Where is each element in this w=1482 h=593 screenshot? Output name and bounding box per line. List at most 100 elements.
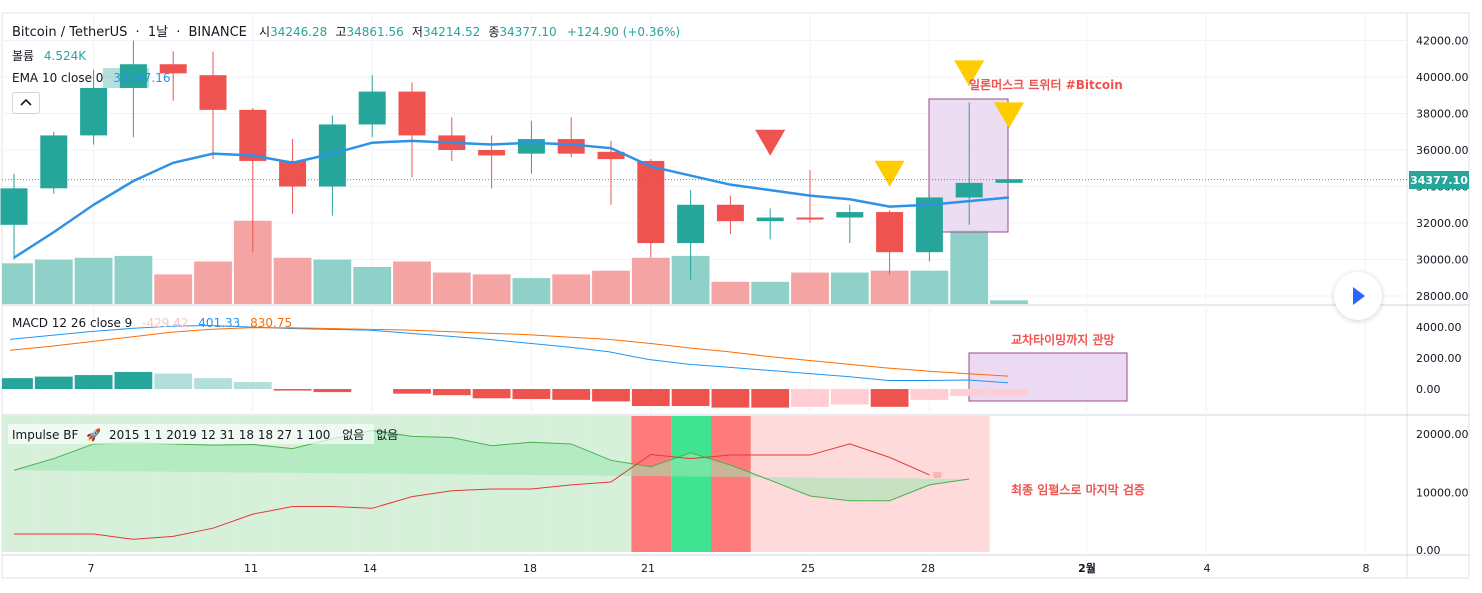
time-tick-label: 4 <box>1204 562 1211 575</box>
volume-bar <box>950 230 989 304</box>
volume-bar <box>432 272 471 304</box>
volume-bar <box>194 261 232 304</box>
volume-bar <box>2 263 33 304</box>
macd-histogram <box>2 371 1028 408</box>
candle-body <box>955 182 983 198</box>
scroll-to-realtime-button[interactable] <box>1334 272 1382 320</box>
macd-hist-bar <box>114 371 153 389</box>
volume-label: 볼륨 <box>12 49 34 63</box>
elon-annotation[interactable]: 일론머스크 트위터 #Bitcoin <box>969 77 1123 92</box>
macd-hist-bar <box>791 389 829 407</box>
candle-body <box>756 217 784 222</box>
price-axis[interactable]: 28000.0030000.0032000.0034000.0036000.00… <box>1416 35 1469 304</box>
open-value: 34246.28 <box>270 25 327 39</box>
volume-bar <box>74 257 113 304</box>
impulse-legend-bg <box>8 424 374 444</box>
candle-body <box>677 204 705 244</box>
collapse-legend-button[interactable] <box>12 92 40 114</box>
candle-body <box>40 135 68 189</box>
price-tick-label: 36000.00 <box>1416 144 1469 157</box>
impulse-end-marker <box>933 471 942 478</box>
symbol-name[interactable]: Bitcoin / TetherUS <box>12 25 127 40</box>
impulse-zone-red <box>631 416 672 552</box>
close-label: 종 <box>488 25 499 39</box>
candle-body <box>279 160 307 187</box>
candle-body <box>478 150 506 156</box>
macd-hist-bar <box>233 382 272 389</box>
signal-markers <box>755 60 1024 187</box>
final-annotation[interactable]: 최종 임펄스로 마지막 검증 <box>1011 482 1145 497</box>
candle-body <box>398 91 426 136</box>
time-tick-label: 7 <box>88 562 95 575</box>
ema-label: EMA 10 close 0 <box>12 71 103 85</box>
high-value: 34861.56 <box>347 25 404 39</box>
time-tick-label: 14 <box>363 562 377 575</box>
impulse-area <box>14 430 970 501</box>
candle-body <box>876 212 904 253</box>
volume-bar <box>114 255 153 304</box>
volume-bar <box>631 257 670 304</box>
time-tick-label: 21 <box>641 562 655 575</box>
macd-line-value: 401.33 <box>198 316 240 330</box>
price-tick-label: 40000.00 <box>1416 71 1469 84</box>
candle-body <box>239 109 267 161</box>
last-price-label: 34377.10 <box>1410 174 1468 187</box>
macd-line <box>9 324 1009 384</box>
macd-legend[interactable]: MACD 12 26 close 9 -429.42 401.33 830.75 <box>12 316 292 330</box>
price-tick-label: 38000.00 <box>1416 108 1469 121</box>
macd-hist-bar <box>154 373 193 389</box>
candle-body <box>80 87 108 136</box>
macd-signal-line <box>9 327 1009 377</box>
macd-tick-label: 2000.00 <box>1416 352 1462 365</box>
macd-tick-label: 0.00 <box>1416 383 1441 396</box>
ema-value-bg <box>103 68 149 88</box>
ema-legend[interactable]: EMA 10 close 0 33397.16 <box>12 71 171 85</box>
low-value: 34214.52 <box>423 25 480 39</box>
candlesticks <box>0 40 1023 280</box>
macd-hist-bar <box>552 389 591 400</box>
impulse-legend[interactable]: Impulse BF 🚀 2015 1 1 2019 12 31 18 18 2… <box>12 428 398 442</box>
candle-body <box>716 204 744 222</box>
candle-body <box>597 151 625 160</box>
exchange: BINANCE <box>188 25 246 40</box>
open-label: 시 <box>259 25 270 39</box>
time-axis[interactable]: 7 11 14 18 21 25 28 2월 4 8 <box>88 561 1370 575</box>
candle-body <box>119 64 147 88</box>
macd-signal-value: 830.75 <box>250 316 292 330</box>
macd-axis[interactable]: 0.00 2000.00 4000.00 <box>1416 321 1462 396</box>
macd-hist-bar <box>512 389 551 400</box>
time-tick-label: 11 <box>244 562 258 575</box>
ema-line <box>13 139 1010 259</box>
volume-bar <box>592 270 630 304</box>
price-tick-label: 32000.00 <box>1416 217 1469 230</box>
volume-bar <box>393 261 431 304</box>
time-tick-label: 28 <box>921 562 935 575</box>
cross-annotation[interactable]: 교차타이밍까지 관망 <box>1011 332 1115 347</box>
macd-label: MACD 12 26 close 9 <box>12 316 132 330</box>
triangle-down-marker <box>755 129 786 156</box>
macd-hist-bar <box>711 389 750 408</box>
interval[interactable]: 1날 <box>148 25 168 40</box>
candle-body <box>358 91 386 125</box>
volume-bar <box>990 300 1028 304</box>
candle-body <box>517 139 545 154</box>
ema-value: 33397.16 <box>113 71 170 85</box>
price-tick-label: 30000.00 <box>1416 254 1469 267</box>
volume-bar <box>830 272 869 304</box>
volume-legend[interactable]: 볼륨 4.524K <box>12 49 87 63</box>
volume-bar <box>154 274 193 304</box>
macd-hist-bar <box>194 378 232 389</box>
volume-bar <box>273 257 312 304</box>
chevron-up-icon <box>20 98 32 106</box>
volume-bar <box>751 281 790 304</box>
macd-hist-bar <box>432 389 471 396</box>
time-tick-label: 18 <box>523 562 537 575</box>
macd-hist-bar <box>34 376 73 389</box>
impulse-axis[interactable]: 0.00 10000.00 20000.00 <box>1416 428 1469 557</box>
impulse-zone-pink <box>949 416 990 552</box>
impulse-params: 2015 1 1 2019 12 31 18 18 27 1 100 <box>109 428 330 442</box>
change-value: +124.90 (+0.36%) <box>567 25 680 39</box>
impulse-zone-green <box>432 416 473 552</box>
macd-hist-bar <box>592 389 630 402</box>
